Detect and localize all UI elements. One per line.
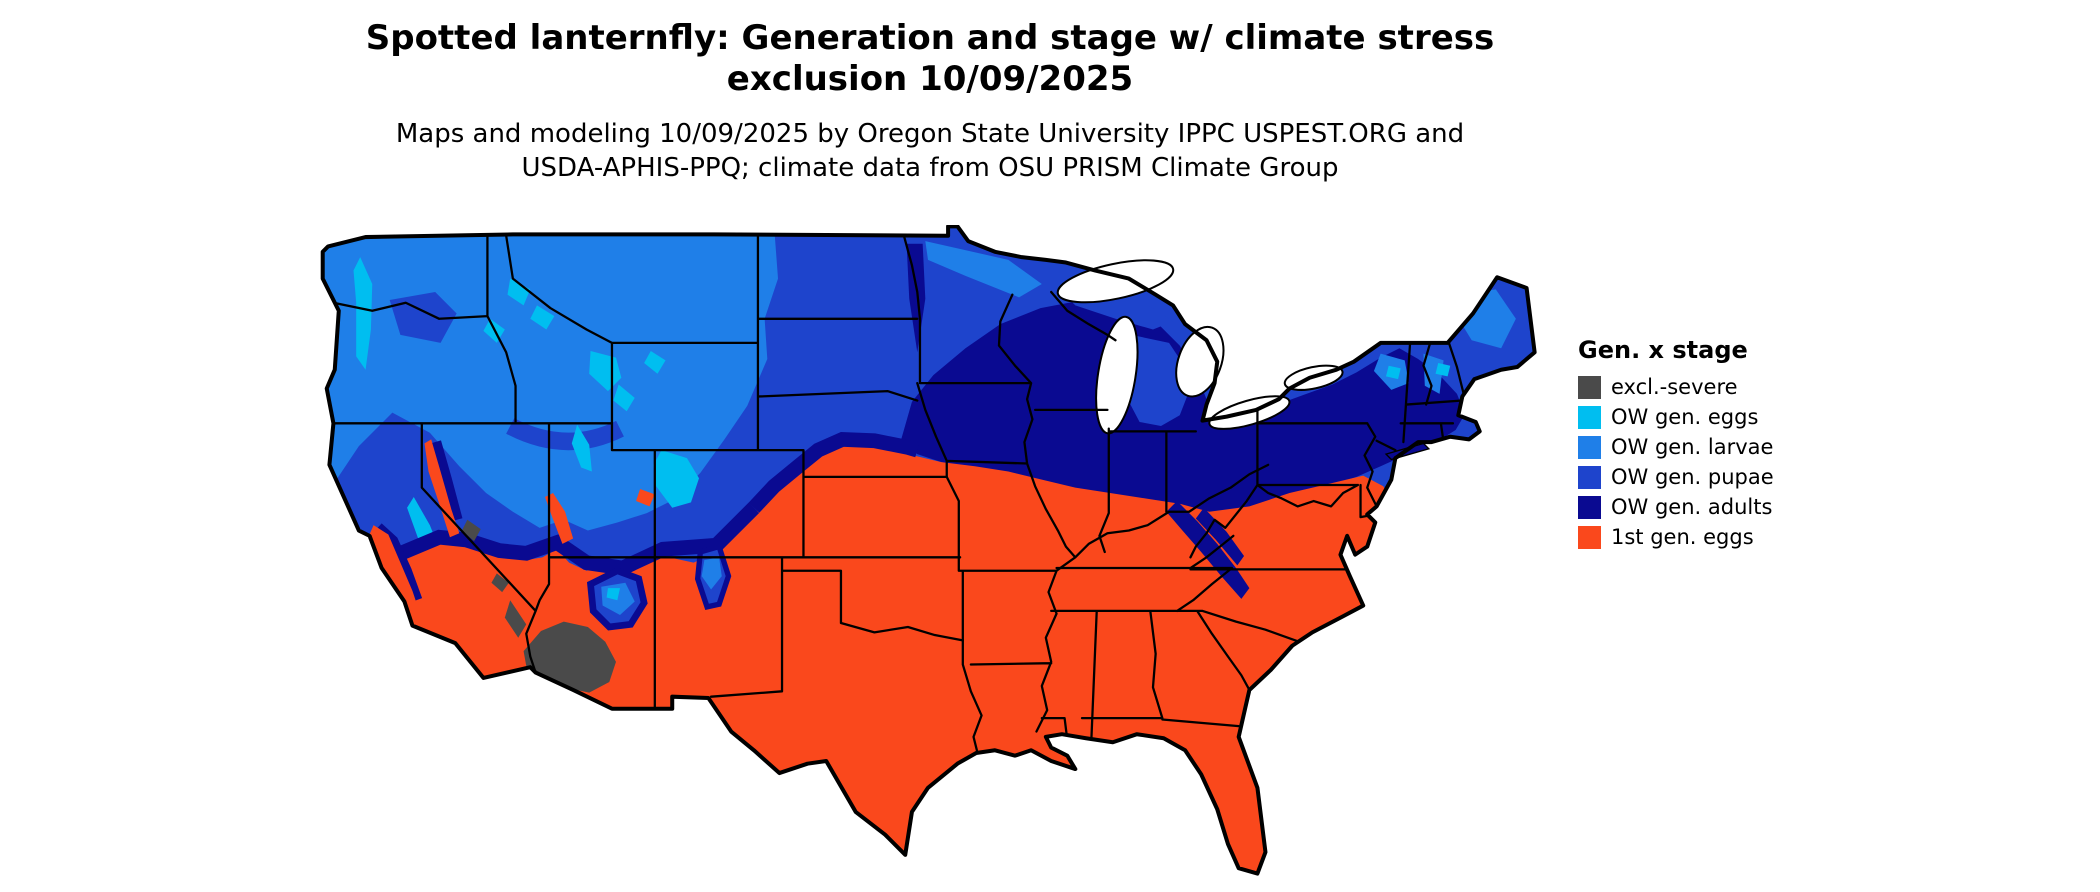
region-eggs-bighorn	[644, 350, 666, 374]
map-subtitle: Maps and modeling 10/09/2025 by Oregon S…	[310, 118, 1550, 186]
map-legend: Gen. x stage excl.-severe OW gen. eggs O…	[1578, 336, 1838, 554]
title-line-2: exclusion 10/09/2025	[726, 59, 1134, 100]
subtitle-line-2: USDA-APHIS-PPQ; climate data from OSU PR…	[521, 152, 1339, 183]
legend-swatch-ow-pupae	[1578, 465, 1601, 489]
region-1st-gen-central-valley	[368, 525, 420, 615]
region-1st-gen-west-nevada	[424, 439, 460, 538]
region-1st-gen-west-utah	[545, 493, 574, 544]
region-eggs-montana-1	[507, 278, 531, 306]
subtitle-line-1: Maps and modeling 10/09/2025 by Oregon S…	[395, 119, 1465, 149]
region-eggs-cascades	[353, 257, 373, 370]
region-1st-gen-grand-valley	[636, 488, 655, 507]
legend-swatch-1st-gen-eggs	[1578, 525, 1601, 549]
legend-item-1st-gen-eggs: 1st gen. eggs	[1578, 524, 1838, 550]
region-adults-band-plains	[748, 431, 920, 513]
region-snake-river-plain	[506, 418, 624, 451]
region-mogollon-peak	[606, 588, 620, 601]
state-borders-west	[322, 234, 964, 710]
title-line-1: Spotted lanternfly: Generation and stage…	[365, 18, 1495, 58]
region-adults-blue-ridge	[1195, 507, 1245, 566]
region-adults-band-west	[378, 502, 760, 576]
legend-label-excl-severe: excl.-severe	[1611, 375, 1738, 399]
region-michigan-mitten	[1122, 334, 1190, 426]
region-larvae-north-minnesota	[925, 241, 1042, 298]
legend-swatch-ow-larvae	[1578, 435, 1601, 459]
region-excl-severe-arizona	[523, 621, 616, 693]
region-sangre-core	[701, 557, 722, 590]
lake-huron	[1175, 325, 1225, 398]
region-eggs-wind-river	[613, 384, 635, 412]
region-eggs-montana-2	[530, 305, 555, 330]
legend-label-1st-gen-eggs: 1st gen. eggs	[1611, 525, 1754, 549]
map-fill-regions	[322, 226, 1535, 874]
legend-label-ow-eggs: OW gen. eggs	[1611, 405, 1759, 429]
us-outline	[320, 225, 1537, 876]
legend-item-ow-larvae: OW gen. larvae	[1578, 434, 1838, 460]
map-title: Spotted lanternfly: Generation and stage…	[310, 18, 1550, 101]
us-map-svg	[320, 225, 1537, 876]
legend-swatch-ow-adults	[1578, 495, 1601, 519]
legend-item-ow-pupae: OW gen. pupae	[1578, 464, 1838, 490]
legend-swatch-ow-eggs	[1578, 405, 1601, 429]
legend-item-ow-eggs: OW gen. eggs	[1578, 404, 1838, 430]
region-excl-needles	[491, 573, 509, 593]
legend-swatch-excl-severe	[1578, 375, 1601, 399]
region-eggs-wasatch	[571, 424, 592, 472]
region-excl-death-valley	[461, 519, 481, 542]
region-columbia-basin	[389, 292, 457, 343]
legend-title: Gen. x stage	[1578, 336, 1748, 364]
region-adults-fringe-west-nevada	[429, 440, 463, 522]
legend-label-ow-larvae: OW gen. larvae	[1611, 435, 1774, 459]
region-eggs-colorado-rockies	[653, 450, 700, 508]
state-borders-central	[902, 234, 1270, 755]
region-eggs-adirondack-peak	[1385, 365, 1401, 380]
us-map	[312, 225, 1544, 892]
region-eggs-yellowstone	[589, 350, 622, 392]
legend-label-ow-adults: OW gen. adults	[1611, 495, 1773, 519]
state-borders	[322, 234, 1465, 755]
lake-superior	[1056, 259, 1175, 304]
legend-item-ow-adults: OW gen. adults	[1578, 494, 1838, 520]
legend-item-excl-severe: excl.-severe	[1578, 374, 1838, 400]
lake-michigan	[1095, 315, 1139, 435]
region-adults-appalachian-tongue	[1166, 501, 1250, 599]
region-eggs-white-mountains	[1435, 363, 1451, 377]
legend-label-ow-pupae: OW gen. pupae	[1611, 465, 1774, 489]
region-excl-colorado-river	[504, 600, 527, 638]
state-borders-east	[1040, 341, 1465, 741]
